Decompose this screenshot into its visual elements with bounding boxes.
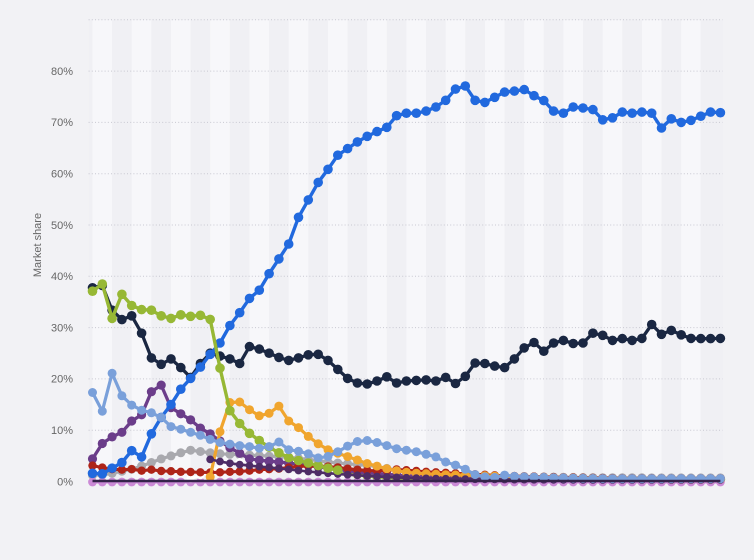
svg-text:70%: 70% [51, 117, 73, 129]
svg-text:10%: 10% [51, 425, 73, 437]
svg-text:40%: 40% [51, 271, 73, 283]
svg-text:50%: 50% [51, 220, 73, 232]
svg-text:20%: 20% [51, 374, 73, 386]
svg-text:60%: 60% [51, 169, 73, 181]
svg-text:80%: 80% [51, 66, 73, 78]
svg-text:0%: 0% [57, 476, 73, 488]
svg-text:Market share: Market share [32, 213, 44, 277]
svg-text:30%: 30% [51, 322, 73, 334]
